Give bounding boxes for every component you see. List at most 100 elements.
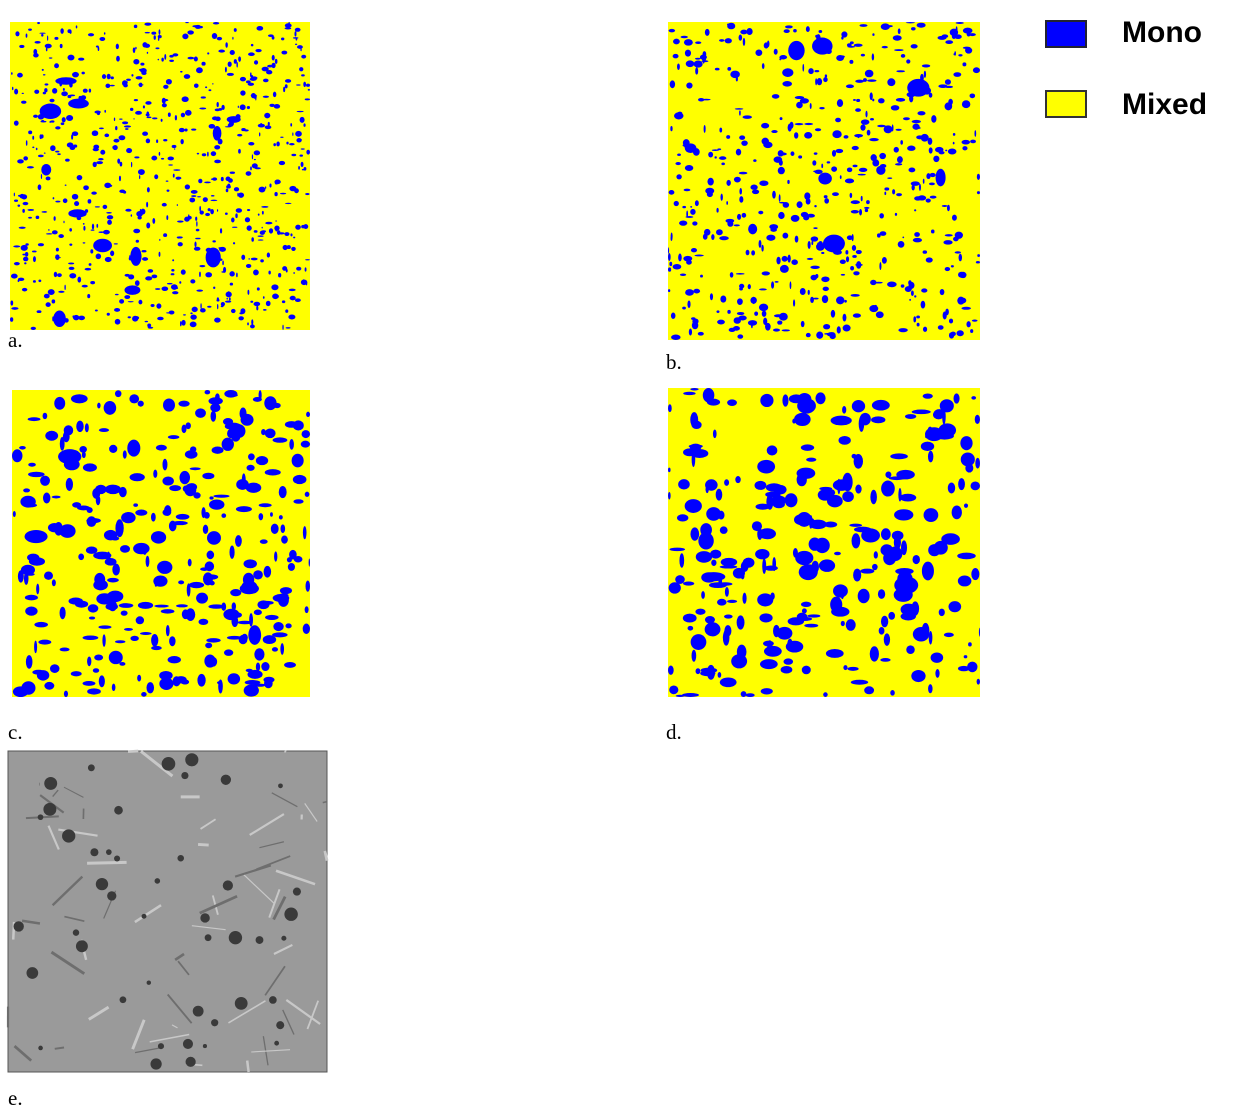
mono-patch bbox=[787, 255, 790, 263]
mono-patch bbox=[887, 282, 897, 288]
mono-patch bbox=[186, 422, 191, 429]
mono-patch bbox=[272, 36, 275, 40]
mono-patch bbox=[295, 225, 301, 230]
mono-patch bbox=[135, 111, 142, 115]
mono-patch bbox=[281, 51, 287, 55]
mono-patch bbox=[44, 682, 54, 690]
mono-patch bbox=[289, 439, 294, 450]
mono-patch bbox=[938, 36, 947, 40]
mono-patch bbox=[25, 530, 48, 543]
mono-patch bbox=[78, 554, 84, 561]
mono-patch bbox=[818, 173, 832, 185]
mono-patch bbox=[203, 525, 208, 534]
mono-patch bbox=[766, 235, 775, 241]
mono-patch bbox=[718, 672, 722, 678]
mono-patch bbox=[172, 259, 174, 261]
tree bbox=[211, 1019, 218, 1026]
mono-patch bbox=[721, 558, 737, 566]
mono-patch bbox=[716, 229, 723, 235]
mono-patch bbox=[69, 267, 75, 270]
mono-patch bbox=[189, 198, 195, 203]
mono-patch bbox=[702, 572, 725, 581]
mono-patch bbox=[231, 309, 236, 313]
mono-patch bbox=[757, 460, 775, 474]
mono-patch bbox=[836, 55, 844, 61]
mono-patch bbox=[135, 510, 147, 516]
mono-patch bbox=[778, 167, 785, 174]
mono-patch bbox=[28, 463, 36, 467]
mono-patch bbox=[18, 278, 24, 281]
mono-patch bbox=[293, 37, 298, 39]
mono-patch bbox=[196, 221, 197, 227]
mono-patch bbox=[917, 111, 925, 115]
mono-patch bbox=[884, 633, 890, 645]
mono-patch bbox=[14, 193, 15, 197]
mono-patch bbox=[278, 593, 289, 607]
mono-patch bbox=[230, 283, 233, 286]
mono-patch bbox=[44, 294, 50, 299]
mono-patch bbox=[122, 80, 127, 86]
mono-patch bbox=[124, 628, 133, 631]
mono-patch bbox=[107, 74, 111, 80]
tree bbox=[200, 913, 209, 922]
mono-patch bbox=[54, 63, 59, 68]
tree bbox=[38, 1046, 43, 1051]
mono-patch bbox=[226, 188, 229, 192]
mono-patch bbox=[285, 623, 291, 628]
mono-patch bbox=[847, 46, 855, 48]
mono-patch bbox=[234, 187, 239, 191]
tree bbox=[185, 753, 198, 766]
mono-patch bbox=[135, 47, 136, 50]
mono-patch bbox=[772, 94, 780, 99]
mono-patch bbox=[14, 262, 20, 265]
mono-patch bbox=[816, 332, 823, 339]
mono-patch bbox=[935, 147, 943, 153]
mono-patch bbox=[898, 241, 905, 248]
mono-patch bbox=[78, 58, 84, 61]
mono-patch bbox=[61, 122, 65, 125]
mono-patch bbox=[218, 680, 223, 694]
mono-patch bbox=[211, 195, 215, 197]
mono-patch bbox=[19, 446, 26, 450]
tree bbox=[281, 936, 286, 941]
tree bbox=[38, 814, 44, 820]
mono-patch bbox=[746, 693, 755, 697]
mono-patch bbox=[843, 314, 847, 322]
mono-patch bbox=[739, 172, 748, 175]
mono-patch bbox=[287, 245, 291, 249]
mono-patch bbox=[131, 214, 133, 217]
mono-patch bbox=[104, 401, 117, 415]
mono-patch bbox=[98, 47, 100, 51]
mono-patch bbox=[89, 616, 95, 619]
mono-patch bbox=[184, 128, 187, 131]
mono-patch bbox=[895, 163, 902, 165]
mono-patch bbox=[706, 507, 721, 521]
mono-patch bbox=[151, 634, 158, 647]
mono-patch bbox=[244, 559, 257, 568]
mono-patch bbox=[804, 123, 813, 125]
mono-patch bbox=[879, 213, 884, 218]
mono-patch bbox=[180, 321, 182, 326]
mono-patch bbox=[123, 191, 126, 194]
mono-patch bbox=[780, 117, 783, 120]
mono-patch bbox=[758, 211, 763, 215]
mono-patch bbox=[146, 202, 148, 208]
mono-patch bbox=[720, 295, 726, 302]
mono-patch bbox=[303, 123, 305, 127]
mono-patch bbox=[833, 584, 848, 597]
field-line bbox=[198, 844, 209, 845]
mono-patch bbox=[776, 257, 780, 265]
mono-patch bbox=[229, 393, 238, 397]
mono-patch bbox=[860, 413, 871, 426]
mono-patch bbox=[852, 146, 859, 150]
mono-patch bbox=[180, 71, 182, 73]
mono-patch bbox=[287, 557, 292, 562]
mono-patch bbox=[135, 280, 140, 286]
mono-patch bbox=[209, 89, 212, 91]
mono-patch bbox=[177, 237, 179, 239]
mono-patch bbox=[93, 552, 111, 560]
mono-patch bbox=[205, 561, 214, 571]
mono-patch bbox=[815, 392, 825, 404]
mono-patch bbox=[17, 73, 23, 78]
mono-patch bbox=[781, 666, 793, 674]
